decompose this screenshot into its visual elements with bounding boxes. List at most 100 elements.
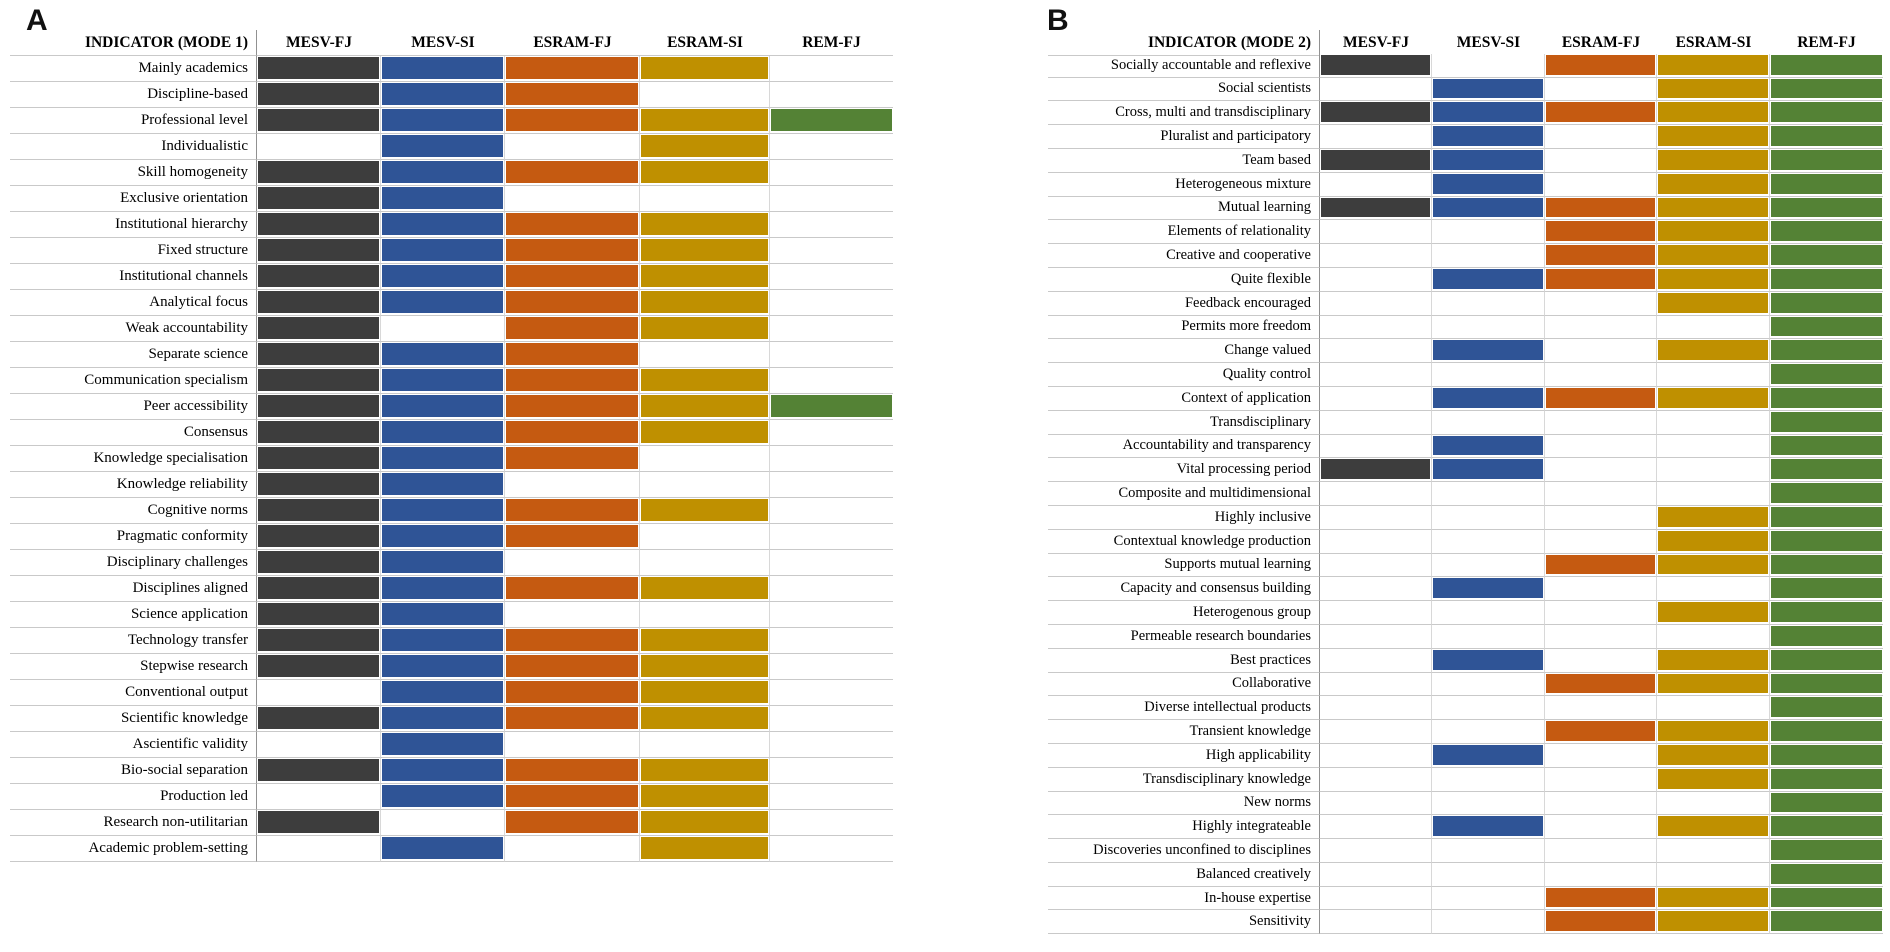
matrix-cell: [1432, 386, 1545, 411]
matrix-cell: [257, 342, 381, 368]
matrix-cell: [1657, 720, 1770, 744]
matrix-cell-fill: [1658, 816, 1768, 837]
matrix-cell: [1657, 77, 1770, 102]
matrix-cell-fill: [1771, 268, 1882, 289]
matrix-cell-fill: [1433, 744, 1543, 765]
panel-b-indicator-matrix: INDICATOR (MODE 2) MESV-FJ MESV-SI ESRAM-FJ…: [1048, 30, 1883, 935]
matrix-cell-fill: [1771, 721, 1882, 741]
row-label: Knowledge reliability: [10, 472, 257, 498]
matrix-cell: [770, 160, 893, 186]
row-label: Creative and cooperative: [1048, 244, 1320, 268]
matrix-cell: [640, 654, 770, 680]
matrix-cell: [1770, 363, 1883, 387]
matrix-cell-fill: [258, 109, 379, 131]
row-label: Discipline-based: [10, 82, 257, 108]
matrix-cell: [1432, 791, 1545, 816]
column-header-mesv-fj: MESV-FJ: [1320, 30, 1432, 56]
matrix-cell: [257, 316, 381, 342]
matrix-cell: [1657, 53, 1770, 78]
matrix-cell-fill: [506, 811, 638, 833]
matrix-cell: [505, 550, 640, 576]
matrix-cell: [1545, 172, 1657, 197]
matrix-cell: [505, 472, 640, 498]
column-header-esram-fj: ESRAM-FJ: [1545, 30, 1657, 56]
matrix-cell: [1432, 767, 1545, 792]
matrix-cell-fill: [1658, 673, 1768, 694]
matrix-cell-fill: [1771, 411, 1882, 432]
matrix-cell-fill: [258, 83, 379, 105]
matrix-cell: [1320, 267, 1432, 292]
matrix-cell-fill: [1658, 245, 1768, 265]
matrix-cell: [505, 732, 640, 758]
row-label: Socially accountable and reflexive: [1048, 53, 1320, 78]
matrix-cell: [1320, 101, 1432, 126]
matrix-cell: [505, 836, 640, 862]
matrix-cell: [257, 628, 381, 654]
matrix-cell: [381, 758, 505, 784]
matrix-cell-fill: [382, 473, 503, 495]
matrix-cell: [1770, 648, 1883, 673]
matrix-cell-fill: [506, 525, 638, 547]
matrix-cell: [1657, 386, 1770, 411]
matrix-cell: [1432, 172, 1545, 197]
matrix-cell: [1770, 862, 1883, 887]
matrix-cell: [1320, 720, 1432, 744]
matrix-cell: [381, 550, 505, 576]
matrix-cell-fill: [258, 213, 379, 235]
matrix-cell-fill: [258, 551, 379, 573]
matrix-cell-fill: [1658, 173, 1768, 194]
matrix-cell-fill: [1771, 649, 1882, 670]
matrix-cell: [505, 576, 640, 602]
row-label: Weak accountability: [10, 316, 257, 342]
matrix-cell-fill: [506, 57, 638, 79]
matrix-cell: [381, 628, 505, 654]
matrix-cell-fill: [1658, 126, 1768, 146]
matrix-cell: [770, 602, 893, 628]
matrix-cell: [257, 186, 381, 212]
matrix-cell: [640, 420, 770, 446]
matrix-cell: [1320, 148, 1432, 173]
matrix-cell: [1657, 815, 1770, 840]
matrix-cell-fill: [641, 811, 768, 833]
matrix-cell: [1432, 505, 1545, 530]
row-label: Research non-utilitarian: [10, 810, 257, 836]
matrix-cell-fill: [1771, 78, 1882, 99]
matrix-cell-fill: [1658, 102, 1768, 123]
matrix-cell: [381, 784, 505, 810]
matrix-cell: [381, 472, 505, 498]
matrix-cell: [1770, 291, 1883, 316]
matrix-cell: [1432, 648, 1545, 673]
matrix-cell-fill: [1771, 863, 1882, 884]
matrix-cell: [1320, 601, 1432, 625]
matrix-cell-fill: [506, 499, 638, 521]
matrix-cell: [1432, 53, 1545, 78]
matrix-cell-fill: [1658, 887, 1768, 908]
matrix-cell: [257, 758, 381, 784]
matrix-cell: [1657, 410, 1770, 435]
matrix-cell: [505, 810, 640, 836]
matrix-cell: [257, 368, 381, 394]
matrix-cell: [1657, 244, 1770, 268]
row-label: Bio-social separation: [10, 758, 257, 784]
column-header-esram-si: ESRAM-SI: [640, 30, 770, 56]
matrix-cell: [381, 56, 505, 82]
matrix-cell-fill: [258, 603, 379, 625]
matrix-cell: [1545, 410, 1657, 435]
matrix-cell: [257, 524, 381, 550]
matrix-cell-fill: [382, 837, 503, 859]
matrix-cell: [1545, 553, 1657, 578]
matrix-cell: [505, 342, 640, 368]
matrix-cell-fill: [641, 707, 768, 729]
matrix-cell: [1320, 815, 1432, 840]
matrix-cell: [505, 316, 640, 342]
matrix-cell: [1770, 601, 1883, 625]
matrix-cell-fill: [1771, 768, 1882, 789]
row-label: Science application: [10, 602, 257, 628]
row-label: Vital processing period: [1048, 458, 1320, 483]
matrix-cell: [770, 342, 893, 368]
matrix-cell-fill: [1771, 435, 1882, 456]
matrix-cell-fill: [1771, 744, 1882, 765]
row-label: High applicability: [1048, 743, 1320, 768]
matrix-cell: [1657, 267, 1770, 292]
matrix-cell-fill: [1658, 602, 1768, 622]
